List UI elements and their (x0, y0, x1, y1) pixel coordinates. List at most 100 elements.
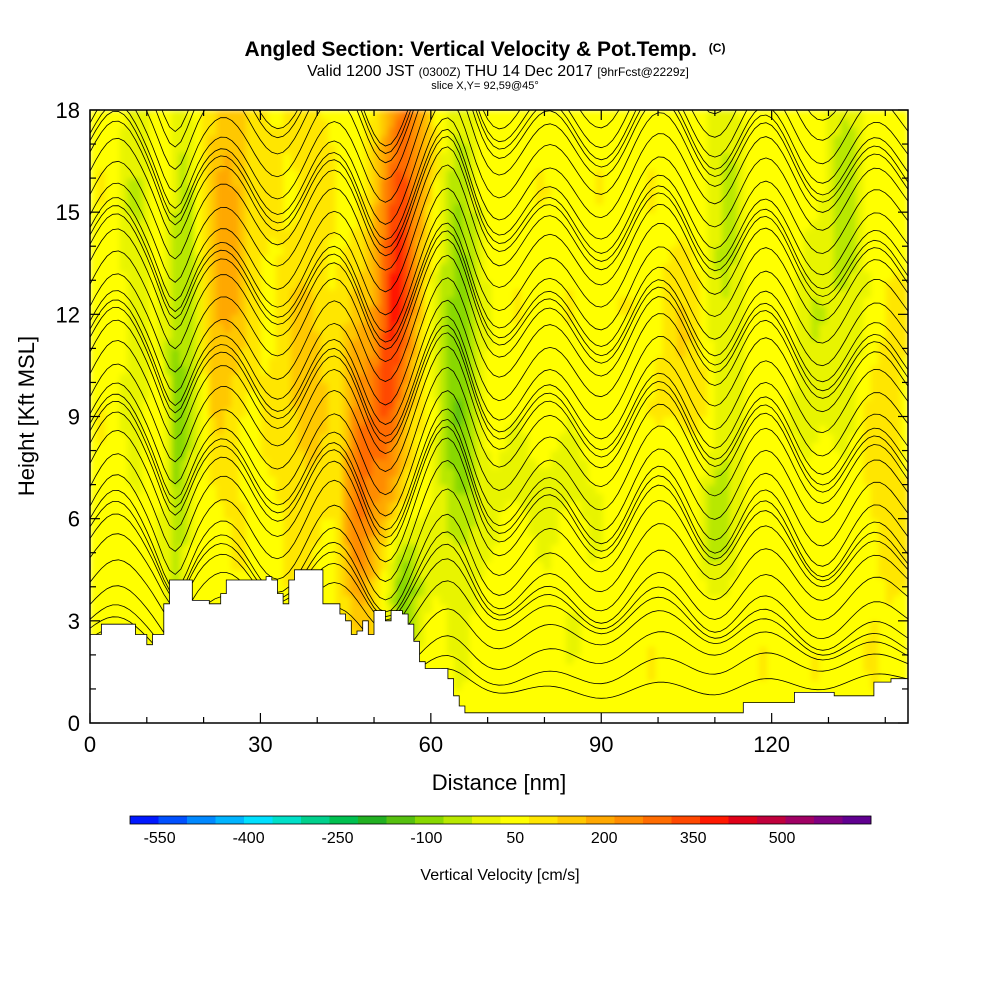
velocity-cell (454, 688, 463, 699)
velocity-cell (811, 544, 820, 554)
velocity-cell (536, 348, 545, 358)
velocity-cell (766, 416, 775, 426)
velocity-cell (320, 544, 329, 554)
velocity-cell (201, 586, 210, 596)
velocity-cell (350, 561, 359, 571)
velocity-cell (580, 459, 589, 469)
velocity-cell (580, 433, 589, 443)
velocity-cell (781, 552, 790, 562)
velocity-cell (699, 433, 708, 443)
velocity-cell (394, 603, 403, 613)
velocity-cell (855, 544, 864, 554)
velocity-cell (684, 586, 693, 596)
velocity-cell (766, 476, 775, 486)
velocity-cell (558, 518, 567, 528)
velocity-cell (729, 595, 738, 605)
velocity-cell (811, 501, 820, 511)
velocity-cell (870, 620, 879, 630)
velocity-cell (617, 569, 627, 579)
velocity-cell (736, 680, 745, 690)
velocity-cell (439, 348, 448, 358)
velocity-cell (551, 407, 560, 418)
velocity-cell (134, 586, 143, 596)
velocity-cell (231, 467, 240, 477)
velocity-cell (707, 518, 716, 528)
velocity-cell (350, 595, 359, 605)
velocity-cell (729, 561, 738, 571)
velocity-cell (432, 407, 441, 418)
velocity-cell (231, 356, 240, 367)
velocity-cell (863, 535, 872, 545)
velocity-cell (394, 399, 403, 409)
velocity-cell (625, 646, 634, 656)
velocity-cell (417, 510, 426, 520)
velocity-cell (692, 705, 701, 716)
velocity-cell (722, 535, 731, 545)
velocity-cell (759, 629, 768, 639)
velocity-cell (305, 373, 314, 384)
velocity-cell (595, 603, 604, 613)
velocity-cell (766, 646, 775, 656)
velocity-cell (380, 331, 389, 341)
velocity-cell (127, 595, 136, 605)
velocity-cell (565, 595, 574, 605)
velocity-cell (313, 442, 322, 452)
velocity-cell (803, 348, 812, 358)
velocity-cell (803, 518, 812, 528)
velocity-cell (789, 688, 798, 699)
velocity-cell (841, 433, 850, 443)
velocity-cell (365, 399, 374, 409)
velocity-cell (97, 612, 106, 622)
velocity-cell (707, 535, 716, 545)
velocity-cell (380, 510, 389, 520)
velocity-cell (409, 407, 418, 418)
velocity-cell (751, 671, 760, 682)
velocity-cell (670, 493, 679, 503)
velocity-cell (714, 510, 723, 520)
velocity-cell (736, 399, 745, 409)
velocity-cell (164, 416, 173, 426)
velocity-cell (491, 493, 500, 503)
velocity-cell (491, 586, 500, 596)
velocity-cell (506, 637, 515, 647)
velocity-cell (432, 348, 441, 358)
velocity-cell (491, 595, 500, 605)
velocity-cell (528, 680, 537, 690)
velocity-cell (580, 569, 589, 579)
velocity-cell (751, 390, 760, 401)
velocity-cell (774, 484, 783, 494)
velocity-cell (223, 365, 232, 375)
velocity-cell (186, 348, 195, 358)
velocity-cell (818, 654, 827, 664)
velocity-cell (156, 390, 165, 401)
velocity-cell (179, 527, 188, 537)
velocity-cell (536, 399, 545, 409)
velocity-cell (342, 459, 351, 469)
velocity-cell (588, 595, 597, 605)
velocity-cell (357, 476, 366, 486)
velocity-cell (171, 518, 180, 528)
velocity-cell (655, 680, 664, 690)
velocity-cell (774, 561, 783, 571)
velocity-cell (811, 493, 820, 503)
velocity-cell (342, 578, 351, 588)
velocity-cell (484, 671, 493, 682)
velocity-cell (573, 552, 582, 562)
chart-title: Angled Section: Vertical Velocity & Pot.… (245, 38, 726, 61)
velocity-cell (588, 705, 597, 716)
velocity-cell (789, 586, 798, 596)
velocity-cell (588, 518, 597, 528)
velocity-cell (632, 663, 641, 673)
velocity-cell (446, 629, 455, 639)
velocity-cell (283, 467, 292, 477)
velocity-cell (417, 654, 426, 664)
velocity-cell (855, 518, 864, 528)
velocity-cell (848, 612, 857, 622)
velocity-cell (327, 382, 336, 392)
velocity-cell (387, 382, 396, 392)
velocity-cell (246, 569, 255, 579)
velocity-cell (246, 476, 255, 486)
velocity-cell (246, 339, 255, 349)
velocity-cell (818, 493, 827, 503)
velocity-cell (446, 356, 455, 367)
